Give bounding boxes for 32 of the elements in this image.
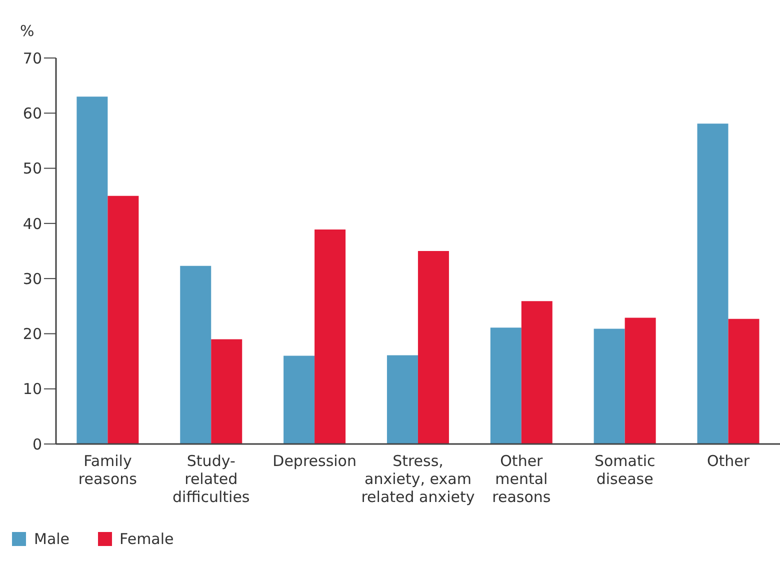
legend-label: Female xyxy=(120,530,174,548)
y-tick-label: 0 xyxy=(32,435,42,454)
x-tick-label: Other mental reasons xyxy=(492,452,551,506)
y-tick-label: 20 xyxy=(22,325,42,344)
bar xyxy=(728,318,760,444)
y-tick-label: 50 xyxy=(22,160,42,178)
legend-label: Male xyxy=(34,530,70,548)
x-tick-label: Somatic disease xyxy=(594,452,656,488)
bar xyxy=(386,355,418,444)
x-tick-label: Other xyxy=(706,452,750,470)
y-tick-label: 70 xyxy=(22,49,42,68)
bar xyxy=(624,318,656,444)
bar xyxy=(697,124,728,444)
y-tick-label: 10 xyxy=(22,380,42,398)
x-tick-label: Depression xyxy=(272,452,356,470)
bar xyxy=(490,328,522,444)
y-tick-label: 30 xyxy=(22,270,42,288)
bar xyxy=(180,266,212,444)
bar xyxy=(284,356,315,444)
bar xyxy=(418,251,449,444)
x-tick-label: Family reasons xyxy=(78,452,138,488)
x-tick-label: Stress, anxiety, exam related anxiety xyxy=(361,452,475,506)
x-tick-label: Study- related difficulties xyxy=(172,452,250,506)
bar xyxy=(521,301,552,444)
bar xyxy=(76,96,108,444)
y-tick-label: 40 xyxy=(22,214,42,233)
y-tick-label: 60 xyxy=(22,104,42,122)
y-axis-title: % xyxy=(20,22,34,40)
bar xyxy=(108,196,139,444)
bar xyxy=(594,328,625,444)
bar xyxy=(314,229,346,444)
bar xyxy=(211,339,242,444)
